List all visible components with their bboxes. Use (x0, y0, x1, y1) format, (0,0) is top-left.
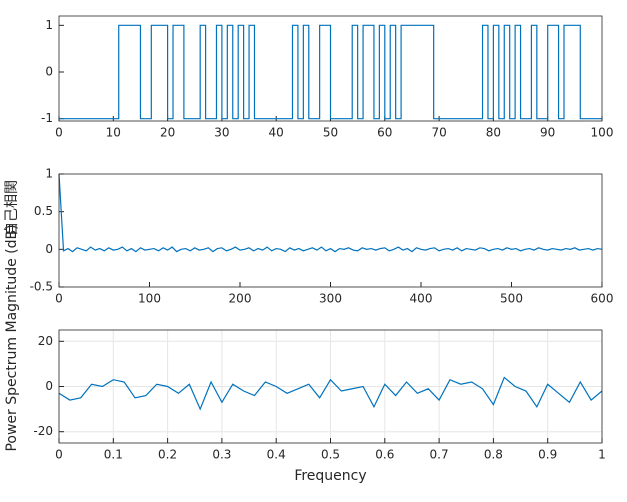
x-tick-label: 0.2 (158, 448, 177, 462)
x-tick-label: 50 (323, 126, 338, 140)
x-tick-label: 300 (319, 292, 342, 306)
x-tick-label: 0.3 (212, 448, 231, 462)
x-tick-label: 500 (500, 292, 523, 306)
x-tick-label: 200 (229, 292, 252, 306)
axes-box (58, 329, 603, 444)
x-tick-label: 0.7 (430, 448, 449, 462)
y-tick-label: 1 (45, 167, 53, 181)
data-line (58, 173, 603, 253)
x-tick-label: 1 (598, 448, 606, 462)
x-tick-label: 70 (431, 126, 446, 140)
x-tick-label: 0 (55, 448, 63, 462)
y-axis-label: Power Spectrum Magnitude (dB) (4, 224, 20, 451)
y-tick-label: 20 (38, 334, 53, 348)
x-tick-label: 30 (214, 126, 229, 140)
x-axis-label: Frequency (294, 468, 366, 484)
x-tick-label: 400 (410, 292, 433, 306)
y-tick-label: 0 (45, 379, 53, 393)
x-tick-label: 80 (486, 126, 501, 140)
data-line (58, 376, 603, 411)
x-tick-label: 60 (377, 126, 392, 140)
x-tick-label: 0.5 (321, 448, 340, 462)
y-tick-label: -1 (41, 111, 53, 125)
x-tick-label: 40 (269, 126, 284, 140)
x-tick-label: 100 (138, 292, 161, 306)
y-tick-label: 0 (45, 65, 53, 79)
x-tick-label: 10 (106, 126, 121, 140)
x-tick-label: 0 (55, 126, 63, 140)
axes-box (58, 15, 603, 122)
x-tick-label: 600 (591, 292, 614, 306)
data-line (59, 24, 602, 120)
y-tick-label: 0 (45, 242, 53, 256)
x-tick-label: 90 (540, 126, 555, 140)
x-tick-label: 0.4 (267, 448, 286, 462)
x-tick-label: 0 (55, 292, 63, 306)
y-tick-label: -20 (33, 424, 53, 438)
y-tick-label: 1 (45, 18, 53, 32)
x-tick-label: 100 (591, 126, 614, 140)
x-tick-label: 0.8 (484, 448, 503, 462)
axes-background (59, 174, 602, 287)
y-axis-label: 自己相関 (4, 180, 20, 236)
y-tick-label: 0.5 (34, 204, 53, 218)
y-tick-label: -0.5 (30, 280, 53, 294)
x-tick-label: 20 (160, 126, 175, 140)
axes-box (58, 173, 603, 288)
x-tick-label: 0.9 (538, 448, 557, 462)
x-tick-label: 0.6 (375, 448, 394, 462)
x-tick-label: 0.1 (104, 448, 123, 462)
